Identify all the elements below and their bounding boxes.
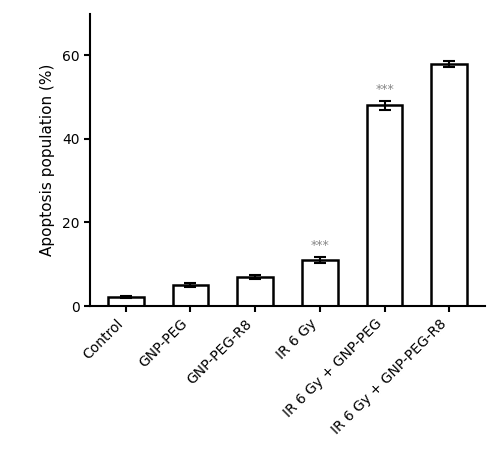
Bar: [172, 285, 208, 306]
Y-axis label: Apoptosis population (%): Apoptosis population (%): [40, 63, 55, 256]
Text: ***: ***: [375, 83, 394, 96]
Text: ***: ***: [310, 239, 329, 252]
Bar: [108, 297, 144, 306]
Bar: [367, 105, 402, 306]
Bar: [432, 63, 467, 306]
Bar: [302, 260, 338, 306]
Bar: [238, 277, 273, 306]
